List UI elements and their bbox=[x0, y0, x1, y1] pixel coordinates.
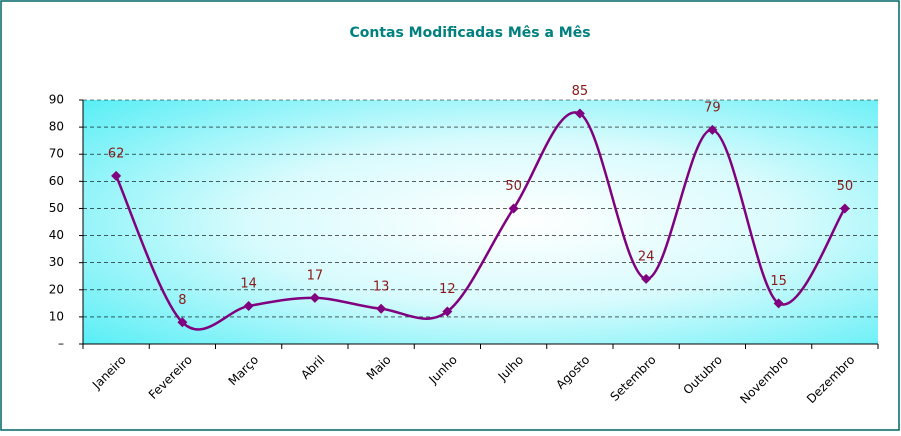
point-marker bbox=[376, 303, 387, 314]
data-label: 79 bbox=[704, 100, 721, 115]
data-label: 12 bbox=[439, 282, 456, 297]
data-label: 8 bbox=[178, 293, 186, 308]
point-marker bbox=[111, 170, 122, 181]
point-marker bbox=[177, 317, 188, 328]
point-marker bbox=[707, 124, 718, 135]
data-label: 62 bbox=[108, 146, 125, 161]
data-label: 13 bbox=[373, 279, 390, 294]
y-tick-label: 70 bbox=[49, 147, 64, 161]
y-tick-label: – bbox=[58, 337, 64, 351]
y-tick-label: 40 bbox=[49, 228, 64, 242]
data-label: 85 bbox=[572, 84, 589, 99]
point-marker bbox=[839, 203, 850, 214]
point-marker bbox=[442, 306, 453, 317]
data-label: 15 bbox=[770, 274, 787, 289]
plot-area bbox=[83, 100, 878, 344]
data-label: 50 bbox=[837, 179, 854, 194]
point-marker bbox=[309, 292, 320, 303]
point-marker bbox=[243, 301, 254, 312]
point-marker bbox=[574, 108, 585, 119]
point-marker bbox=[508, 203, 519, 214]
y-tick-label: 20 bbox=[49, 282, 64, 296]
y-tick-label: 50 bbox=[49, 201, 64, 215]
y-tick-label: 90 bbox=[49, 93, 64, 107]
y-tick-label: 80 bbox=[49, 120, 64, 134]
data-label: 14 bbox=[240, 277, 257, 292]
data-label: 50 bbox=[505, 179, 522, 194]
point-marker bbox=[641, 273, 652, 284]
chart-title: Contas Modificadas Mês a Mês bbox=[349, 25, 590, 41]
y-tick-label: 10 bbox=[49, 309, 64, 323]
y-tick-label: 60 bbox=[49, 174, 64, 188]
y-tick-label: 30 bbox=[49, 255, 64, 269]
data-label: 24 bbox=[638, 249, 655, 264]
point-marker bbox=[773, 298, 784, 309]
data-label: 17 bbox=[307, 268, 324, 283]
